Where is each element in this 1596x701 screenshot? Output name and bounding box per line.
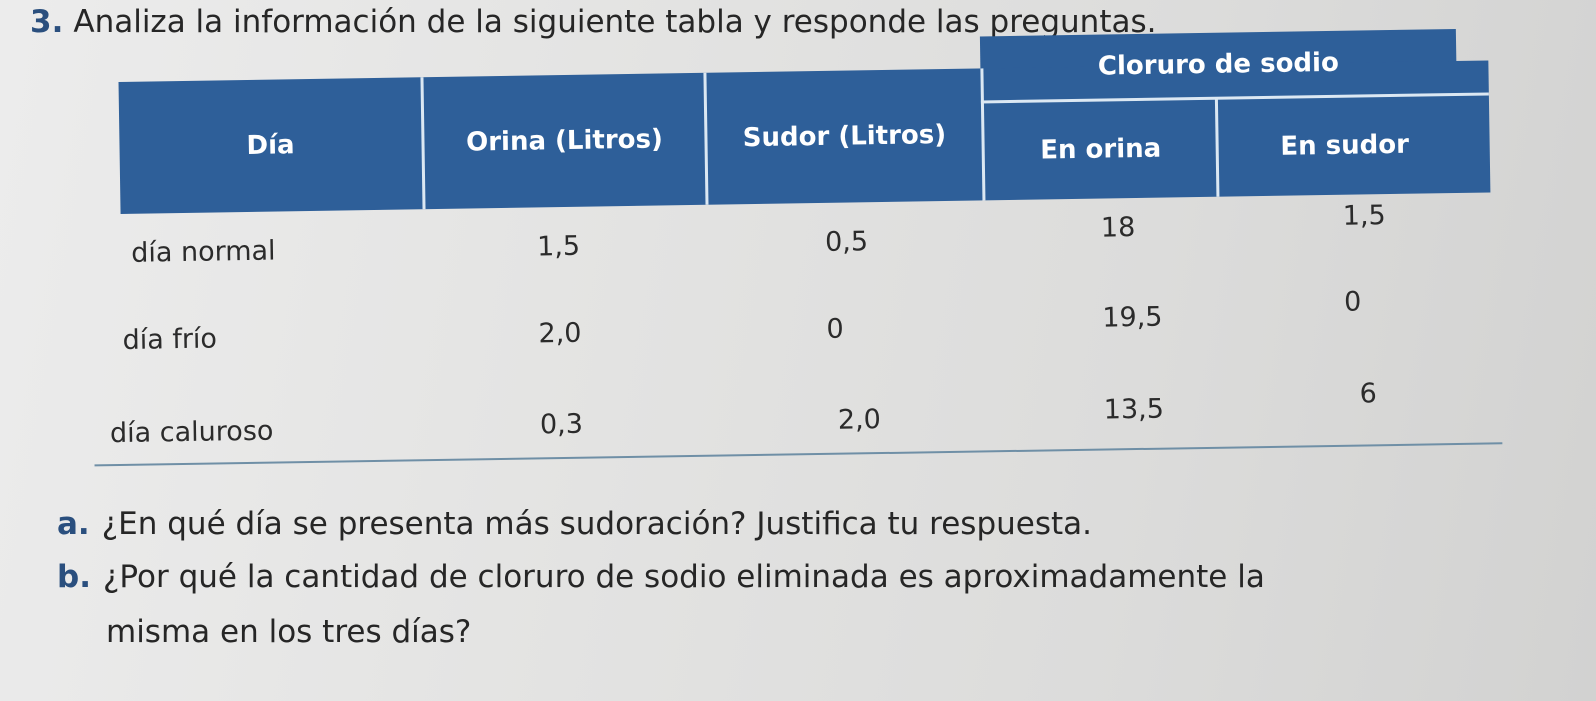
cell-dia: día normal [130, 235, 276, 269]
question-text: misma en los tres días? [106, 614, 472, 650]
header-cloruro-de-sodio: Cloruro de sodio [1097, 47, 1340, 82]
cell-cloruro-sudor: 1,5 [1342, 200, 1386, 232]
cell-dia: día frío [122, 323, 218, 356]
question-a: a. ¿En qué día se presenta más sudoración… [57, 506, 1092, 542]
question-letter: a. [57, 506, 90, 542]
exercise-title: 3. Analiza la información de la siguiente… [30, 4, 1156, 40]
header-en-sudor: En sudor [1280, 129, 1410, 162]
table-bottom-rule [94, 442, 1503, 467]
cell-cloruro-orina: 13,5 [1103, 393, 1165, 426]
exercise-number: 3. [30, 4, 64, 40]
question-letter: b. [57, 559, 91, 595]
cell-sudor: 2,0 [837, 404, 882, 436]
header-orina: Orina (Litros) [465, 124, 664, 158]
header-dia: Día [246, 130, 295, 161]
cell-orina: 1,5 [536, 230, 581, 263]
cell-cloruro-orina: 18 [1100, 212, 1136, 244]
cell-orina: 2,0 [538, 317, 582, 350]
cell-cloruro-orina: 19,5 [1102, 301, 1163, 334]
question-b: b. ¿Por qué la cantidad de cloruro de sod… [57, 559, 1265, 595]
cell-sudor: 0,5 [824, 226, 869, 258]
exercise-instruction: Analiza la información de la siguiente t… [73, 4, 1157, 40]
header-sudor: Sudor (Litros) [742, 120, 947, 154]
question-text: ¿En qué día se presenta más sudoración? … [101, 506, 1092, 542]
cell-sudor: 0 [826, 313, 844, 345]
data-table: Día Orina (Litros) Sudor (Litros) En ori… [94, 28, 1503, 488]
cell-dia: día caluroso [109, 415, 274, 450]
question-b-continuation: misma en los tres días? [106, 614, 471, 650]
cell-cloruro-sudor: 6 [1359, 378, 1377, 410]
header-en-orina: En orina [1039, 133, 1162, 166]
cell-orina: 0,3 [539, 408, 584, 441]
cell-cloruro-sudor: 0 [1343, 286, 1362, 318]
question-text: ¿Por qué la cantidad de cloruro de sodio… [102, 559, 1265, 595]
